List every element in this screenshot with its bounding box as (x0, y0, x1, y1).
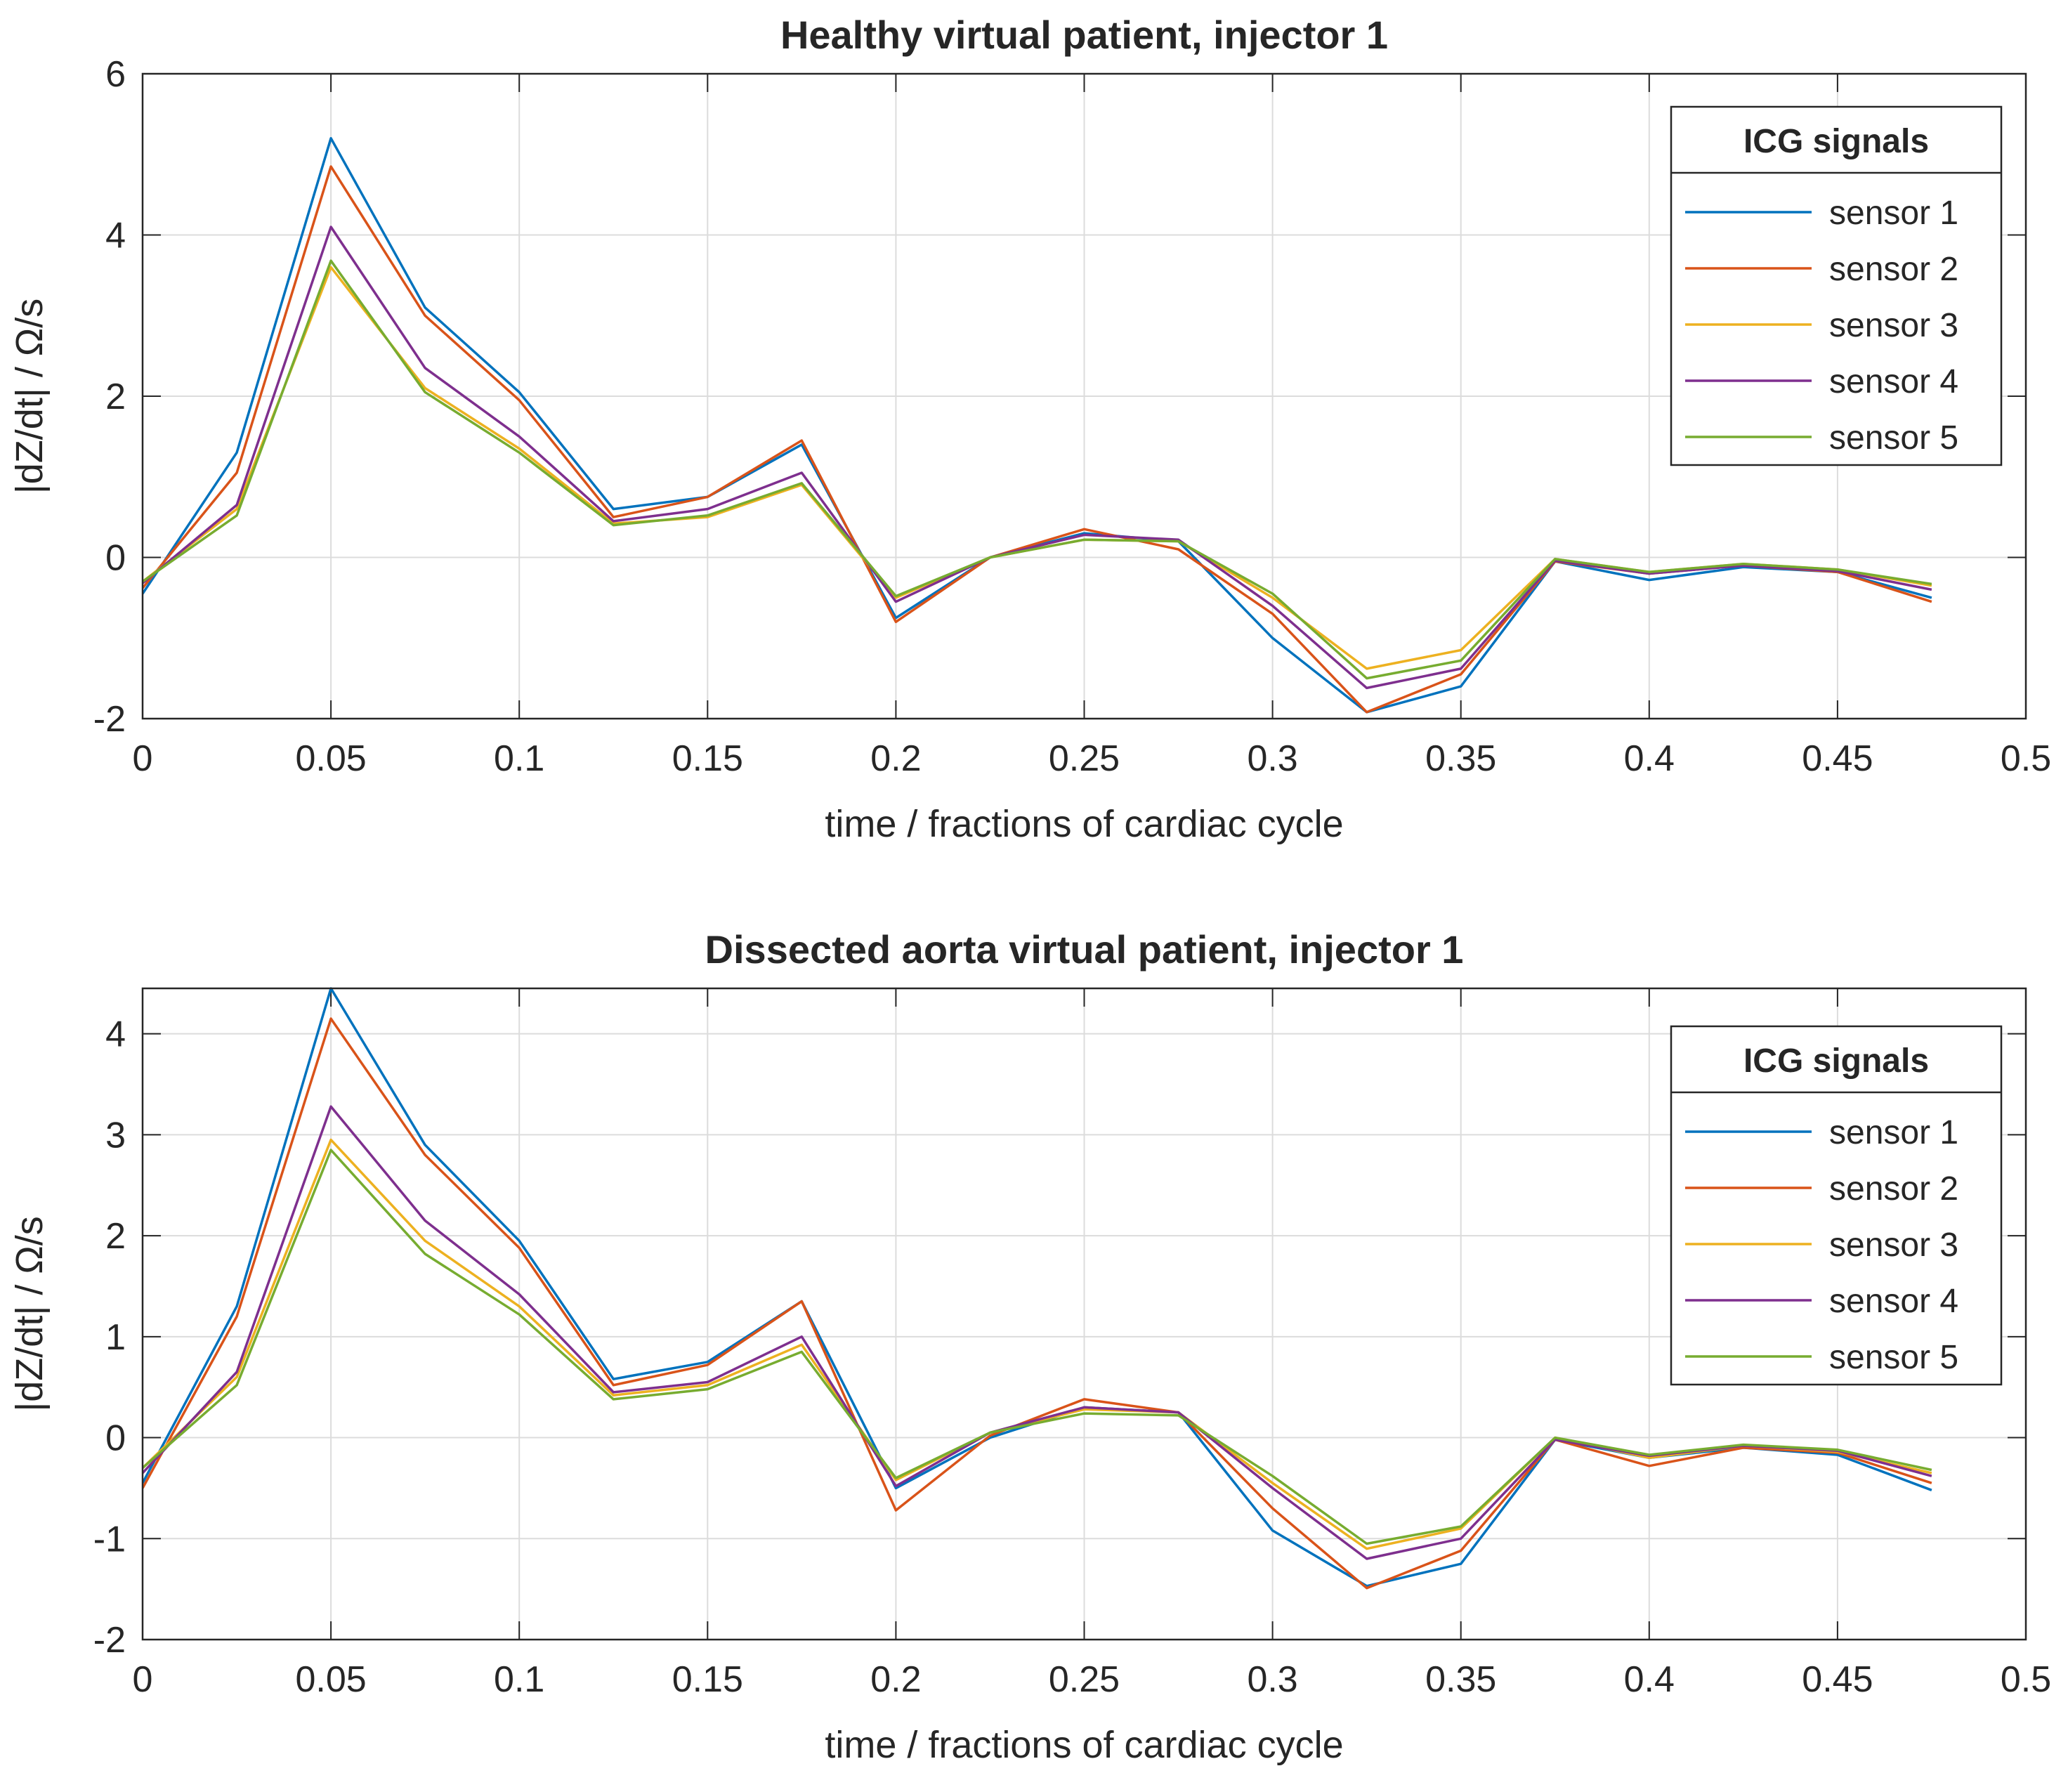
x-tick-label: 0 (133, 738, 153, 779)
y-axis-label: |dZ/dt| / Ω/s (8, 299, 51, 495)
legend-label-sensor-4: sensor 4 (1829, 1283, 1958, 1320)
legend-label-sensor-2: sensor 2 (1829, 251, 1958, 288)
y-tick-label: 3 (105, 1115, 126, 1156)
x-tick-label: 0.2 (870, 1659, 921, 1700)
x-tick-label: 0.05 (295, 738, 366, 779)
legend-label-sensor-2: sensor 2 (1829, 1170, 1958, 1208)
x-tick-label: 0.3 (1247, 1659, 1297, 1700)
x-tick-label: 0.25 (1049, 1659, 1120, 1700)
y-axis-label: |dZ/dt| / Ω/s (8, 1216, 51, 1412)
series-line-sensor-4 (143, 225, 1932, 690)
axes-box (141, 987, 2027, 1641)
legend-label-sensor-1: sensor 1 (1829, 195, 1958, 232)
chart-title: Dissected aorta virtual patient, injecto… (705, 927, 1464, 972)
y-tick-label: 6 (105, 54, 126, 95)
x-tick-label: 0.4 (1624, 1659, 1675, 1700)
legend-title: ICG signals (1743, 1042, 1929, 1080)
y-tick-label: -1 (93, 1519, 126, 1559)
legend-label-sensor-4: sensor 4 (1829, 363, 1958, 400)
legend-label-sensor-1: sensor 1 (1829, 1114, 1958, 1151)
legend-label-sensor-3: sensor 3 (1829, 1227, 1958, 1264)
x-tick-label: 0.4 (1624, 738, 1675, 779)
x-tick-label: 0.15 (672, 738, 743, 779)
legend-label-sensor-5: sensor 5 (1829, 1339, 1958, 1376)
legend-label-sensor-5: sensor 5 (1829, 419, 1958, 457)
x-axis-label: time / fractions of cardiac cycle (825, 1724, 1343, 1766)
x-tick-label: 0.15 (672, 1659, 743, 1700)
x-tick-label: 0.5 (2001, 1659, 2051, 1700)
y-tick-label: 4 (105, 216, 126, 256)
x-axis-label: time / fractions of cardiac cycle (825, 803, 1343, 845)
y-tick-label: 4 (105, 1014, 126, 1055)
y-tick-label: 2 (105, 377, 126, 417)
series-group (143, 137, 1932, 714)
x-tick-label: 0.2 (870, 738, 921, 779)
x-tick-label: 0.35 (1425, 738, 1496, 779)
y-tick-label: -2 (93, 1620, 126, 1661)
series-group (143, 987, 1932, 1590)
y-tick-label: 0 (105, 538, 126, 579)
x-tick-label: 0.45 (1802, 1659, 1873, 1700)
y-tick-label: 2 (105, 1216, 126, 1257)
series-line-sensor-5 (143, 259, 1932, 680)
x-tick-label: 0.1 (494, 1659, 544, 1700)
axes-box (141, 72, 2027, 720)
legend-title: ICG signals (1743, 123, 1929, 160)
legend-box (1670, 105, 2003, 466)
chart-title: Healthy virtual patient, injector 1 (780, 13, 1388, 57)
x-tick-label: 0 (133, 1659, 153, 1700)
y-tick-label: 0 (105, 1418, 126, 1459)
series-line-sensor-2 (143, 1017, 1932, 1590)
x-tick-label: 0.3 (1247, 738, 1297, 779)
x-tick-label: 0.1 (494, 738, 544, 779)
legend-label-sensor-3: sensor 3 (1829, 307, 1958, 344)
series-line-sensor-5 (143, 1149, 1932, 1545)
y-tick-label: -2 (93, 699, 126, 740)
x-tick-label: 0.35 (1425, 1659, 1496, 1700)
chart-panel-healthy: 0 0.05 0.1 0.15 0.2 0.25 0.3 0.35 0.4 0.45 0.5-202… (8, 13, 2051, 845)
y-tick-label: 1 (105, 1317, 126, 1358)
chart-panel-dissected: 0 0.05 0.1 0.15 0.2 0.25 0.3 0.35 0.4 0.45 0.5 -2 -1… (8, 927, 2051, 1766)
x-tick-label: 0.5 (2001, 738, 2051, 779)
x-tick-label: 0.45 (1802, 738, 1873, 779)
x-tick-label: 0.25 (1049, 738, 1120, 779)
legend-box (1670, 1025, 2003, 1386)
x-tick-label: 0.05 (295, 1659, 366, 1700)
